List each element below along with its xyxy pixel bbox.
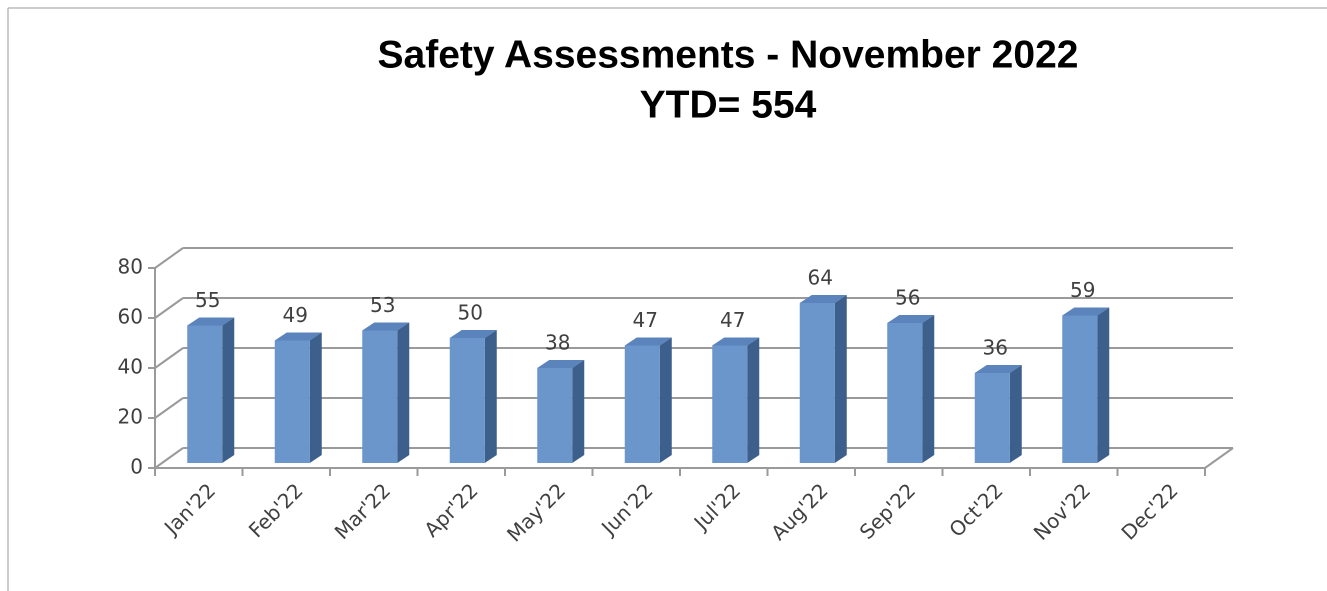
bar (624, 345, 660, 463)
x-tick-label: Mar'22 (330, 478, 396, 544)
value-label: 55 (195, 288, 220, 312)
bar-top (974, 365, 1022, 373)
grid-line (154, 397, 184, 419)
bar-top (274, 332, 322, 341)
grid-line (154, 297, 184, 319)
floor-right (1204, 447, 1234, 469)
bar (712, 345, 748, 463)
bar-side (309, 332, 322, 463)
bar-side (922, 315, 935, 463)
value-label: 50 (458, 301, 483, 325)
bar (1062, 315, 1098, 463)
value-label: 56 (895, 286, 920, 310)
bar-side (834, 295, 847, 463)
bar (974, 373, 1010, 463)
bar-top (799, 295, 847, 303)
y-tick-label: 60 (118, 305, 143, 329)
x-tick-label: Feb'22 (244, 478, 308, 542)
value-label: 38 (545, 331, 570, 355)
bar (274, 340, 310, 463)
value-label: 47 (720, 308, 745, 332)
grid-line (154, 247, 184, 269)
bar-side (659, 337, 672, 463)
value-label: 64 (808, 266, 833, 290)
bar-side (747, 337, 760, 463)
bar-top (712, 337, 760, 346)
bar (799, 303, 835, 463)
bar-side (484, 330, 497, 463)
x-tick-label: Dec'22 (1116, 478, 1182, 544)
y-tick-label: 0 (130, 455, 143, 479)
x-tick-label: Jan'22 (158, 478, 220, 540)
value-label: 59 (1070, 278, 1095, 302)
bar-side (222, 317, 235, 463)
bar (537, 368, 573, 463)
chart-title: Safety Assessments - November 2022 (378, 33, 1079, 76)
x-tick-label: Sep'22 (855, 478, 921, 544)
bar (887, 323, 923, 463)
grid-line (154, 447, 184, 469)
bar-side (1097, 307, 1110, 463)
bar-top (887, 315, 935, 323)
x-tick-label: Aug'22 (766, 478, 832, 544)
value-label: 36 (983, 336, 1008, 360)
y-tick-label: 80 (118, 255, 143, 279)
bar-top (187, 317, 235, 326)
y-tick-label: 20 (118, 405, 143, 429)
bar (187, 325, 223, 463)
bar-top (362, 322, 410, 331)
bar-top (537, 360, 585, 368)
x-tick-label: May'22 (502, 478, 570, 546)
grid-line (154, 347, 184, 369)
bar-side (1009, 365, 1022, 463)
x-tick-label: Jul'22 (688, 478, 745, 535)
value-label: 53 (370, 293, 395, 317)
chart-subtitle: YTD= 554 (640, 83, 817, 126)
x-tick-label: Nov'22 (1029, 478, 1095, 544)
x-tick-label: Apr'22 (419, 478, 482, 541)
value-label: 49 (283, 303, 308, 327)
bar-side (572, 360, 585, 463)
value-label: 47 (633, 308, 658, 332)
x-tick-label: Jun'22 (595, 478, 657, 540)
bar (449, 338, 485, 463)
bar-top (624, 337, 672, 346)
bar (362, 330, 398, 463)
bar-side (397, 322, 410, 463)
x-tick-label: Oct'22 (944, 478, 1007, 541)
bar-top (449, 330, 497, 338)
bar-top (1062, 307, 1110, 316)
y-tick-label: 40 (118, 355, 143, 379)
